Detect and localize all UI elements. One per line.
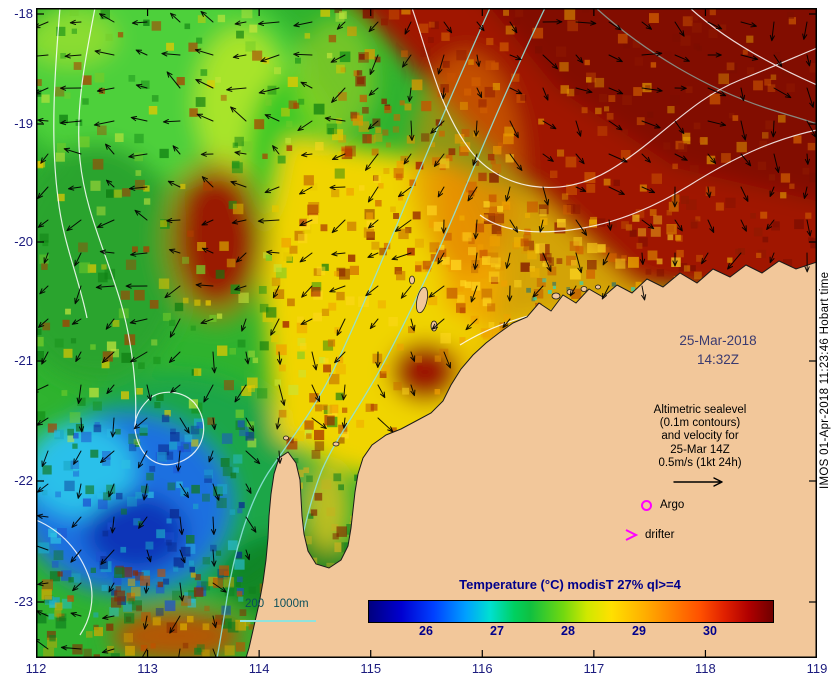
drifter-legend: drifter	[624, 529, 674, 541]
y-axis-tick-label: -22	[14, 473, 33, 488]
x-axis-tick-label: 116	[471, 661, 493, 676]
bathymetry-scale-line	[240, 620, 316, 622]
colorbar-tick-label: 27	[490, 624, 504, 638]
watermark: IMOS 01-Apr-2018 11:23:46 Hobart time	[819, 271, 831, 489]
annotation-line: and velocity for	[661, 430, 739, 443]
annotation-line: 25-Mar 14Z	[670, 443, 730, 456]
colorbar-title: Temperature (°C) modisT 27% ql>=4	[459, 577, 681, 592]
x-axis-tick-label: 114	[248, 661, 270, 676]
land	[245, 260, 817, 658]
argo-legend: Argo	[641, 499, 684, 511]
annotation-line: (0.1m contours)	[659, 417, 741, 430]
x-axis-tick-label: 117	[583, 661, 605, 676]
annotation-line: Altimetric sealevel	[653, 404, 747, 416]
y-axis-tick-label: -20	[14, 234, 33, 249]
argo-marker-icon	[641, 499, 652, 511]
date-block: 25-Mar-2018 14:32Z	[655, 331, 781, 369]
map-frame	[36, 8, 817, 658]
time-label: 14:32Z	[696, 352, 740, 367]
y-axis-tick-label: -19	[14, 116, 33, 131]
colorbar-tick-label: 30	[703, 624, 717, 638]
y-axis-tick-label: -23	[14, 594, 33, 609]
y-axis-tick-label: -18	[14, 6, 33, 21]
annotation-line: 0.5m/s (1kt 24h)	[658, 456, 742, 469]
velocity-scale-arrow-icon	[673, 477, 723, 487]
date-label: 25-Mar-2018	[679, 333, 757, 348]
drifter-marker-icon	[625, 529, 639, 541]
altimetry-annotation: Altimetric sealevel (0.1m contours) and …	[620, 404, 780, 493]
y-axis-tick-label: -21	[14, 353, 33, 368]
colorbar-tick-label: 26	[419, 624, 433, 638]
argo-label: Argo	[660, 499, 685, 511]
axis-ticks	[36, 9, 817, 657]
colorbar-tick-label: 29	[632, 624, 646, 638]
sst-pixel-noise	[36, 8, 817, 658]
x-axis-tick-label: 115	[360, 661, 382, 676]
colorbar	[368, 600, 774, 623]
x-axis-tick-label: 118	[695, 661, 716, 676]
bathymetry-scale-label: 200 1000m	[245, 598, 309, 610]
velocity-vectors	[36, 11, 817, 658]
colorbar-tick-label: 28	[561, 624, 575, 638]
x-axis-tick-label: 113	[137, 661, 158, 676]
map-canvas	[36, 8, 817, 658]
drifter-label: drifter	[645, 529, 675, 541]
x-axis-tick-label: 112	[25, 661, 47, 676]
x-axis-tick-label: 119	[806, 661, 828, 676]
